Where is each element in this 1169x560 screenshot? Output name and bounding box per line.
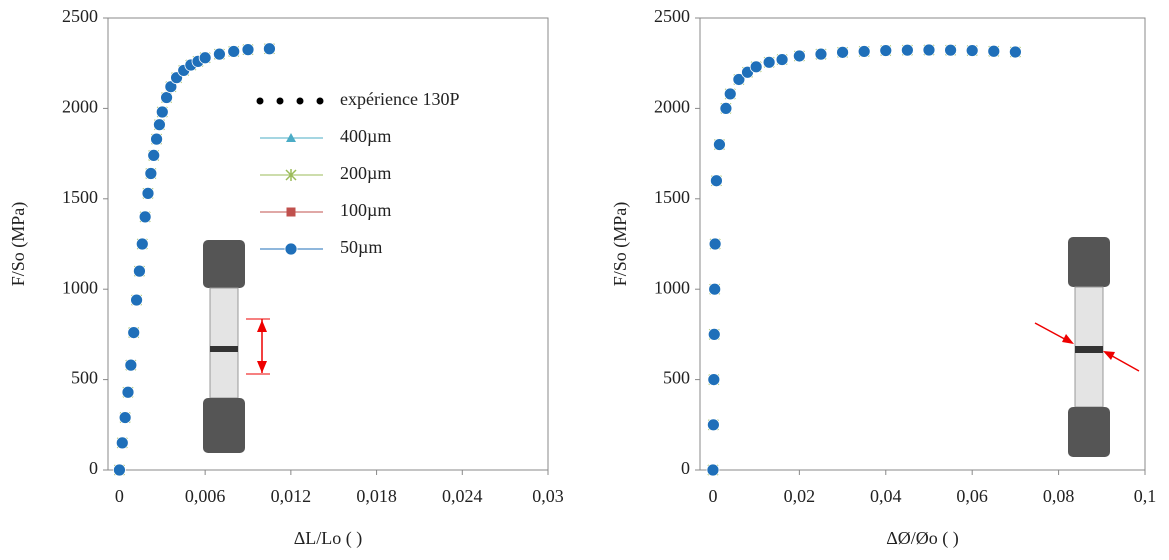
legend-marker xyxy=(285,169,297,181)
marker xyxy=(710,174,723,188)
marker xyxy=(900,43,914,57)
legend-marker xyxy=(286,133,296,142)
legend-label: 400µm xyxy=(340,126,391,146)
y-tick-label: 1500 xyxy=(62,187,98,207)
marker xyxy=(707,373,721,387)
x-tick-label: 0,024 xyxy=(442,486,483,506)
marker xyxy=(263,42,276,56)
marker xyxy=(241,43,255,57)
marker xyxy=(707,327,721,341)
marker xyxy=(113,463,126,477)
marker xyxy=(965,44,979,57)
legend-marker xyxy=(256,97,264,105)
marker xyxy=(124,358,138,372)
marker xyxy=(732,73,746,86)
plot-frame xyxy=(699,17,1146,471)
legend-marker xyxy=(284,242,298,256)
marker xyxy=(118,411,132,424)
y-tick-label: 1000 xyxy=(62,277,98,297)
marker xyxy=(706,418,720,432)
marker xyxy=(130,293,143,307)
marker xyxy=(706,463,720,477)
y-axis-label: F/So (MPa) xyxy=(610,202,631,287)
marker xyxy=(792,49,806,63)
y-tick-label: 1500 xyxy=(654,187,690,207)
marker xyxy=(944,43,957,57)
marker xyxy=(115,436,129,450)
x-tick-label: 0 xyxy=(708,486,717,506)
x-tick-label: 0,012 xyxy=(271,486,312,506)
marker xyxy=(144,167,158,180)
marker xyxy=(160,91,173,104)
marker xyxy=(857,45,871,58)
legend-marker xyxy=(296,97,304,105)
y-tick-label: 500 xyxy=(71,368,98,388)
y-tick-label: 2000 xyxy=(654,97,690,117)
marker xyxy=(147,149,161,162)
marker xyxy=(775,53,789,66)
marker xyxy=(922,43,936,57)
marker xyxy=(879,44,893,57)
x-tick-label: 0,03 xyxy=(532,486,564,506)
marker xyxy=(814,47,828,61)
marker xyxy=(227,45,241,58)
legend-label: 100µm xyxy=(340,200,391,220)
marker xyxy=(135,237,149,251)
marker xyxy=(987,44,1001,58)
x-tick-label: 0,018 xyxy=(356,486,397,506)
x-axis-label: ΔL/Lo ( ) xyxy=(294,528,363,549)
x-tick-label: 0,06 xyxy=(956,486,988,506)
y-tick-label: 500 xyxy=(663,368,690,388)
x-tick-label: 0,08 xyxy=(1043,486,1075,506)
plot-frame xyxy=(107,17,549,471)
y-tick-label: 2500 xyxy=(62,6,98,26)
marker xyxy=(198,51,212,65)
marker xyxy=(138,210,152,224)
marker xyxy=(749,60,763,74)
y-tick-label: 1000 xyxy=(654,277,690,297)
legend-marker xyxy=(276,97,284,105)
marker xyxy=(133,264,146,278)
legend-label: 50µm xyxy=(340,237,382,257)
marker xyxy=(155,105,169,119)
marker xyxy=(723,87,737,101)
x-tick-label: 0,02 xyxy=(784,486,816,506)
x-tick-label: 0,1 xyxy=(1134,486,1157,506)
marker xyxy=(708,237,722,251)
legend-marker xyxy=(286,207,296,217)
marker xyxy=(213,47,226,61)
y-tick-label: 2500 xyxy=(654,6,690,26)
y-tick-label: 0 xyxy=(681,458,690,478)
marker xyxy=(836,45,849,59)
marker xyxy=(1008,45,1022,59)
marker xyxy=(713,138,726,151)
marker xyxy=(150,132,163,146)
marker xyxy=(762,55,776,69)
y-tick-label: 2000 xyxy=(62,97,98,117)
specimen-right xyxy=(1034,237,1140,457)
marker xyxy=(141,186,155,200)
legend-label: 200µm xyxy=(340,163,391,183)
x-tick-label: 0 xyxy=(115,486,124,506)
marker xyxy=(164,80,178,94)
marker xyxy=(708,282,722,296)
x-axis-label: ΔØ/Øo ( ) xyxy=(886,528,959,549)
x-tick-label: 0,04 xyxy=(870,486,902,506)
marker xyxy=(121,385,135,399)
marker xyxy=(153,118,166,132)
marker xyxy=(719,102,733,115)
specimen-left xyxy=(203,240,270,453)
legend-marker xyxy=(316,97,324,105)
marker xyxy=(127,326,141,339)
legend-label: expérience 130P xyxy=(340,89,459,109)
x-tick-label: 0,006 xyxy=(185,486,226,506)
y-axis-label: F/So (MPa) xyxy=(8,202,29,287)
y-tick-label: 0 xyxy=(89,458,98,478)
